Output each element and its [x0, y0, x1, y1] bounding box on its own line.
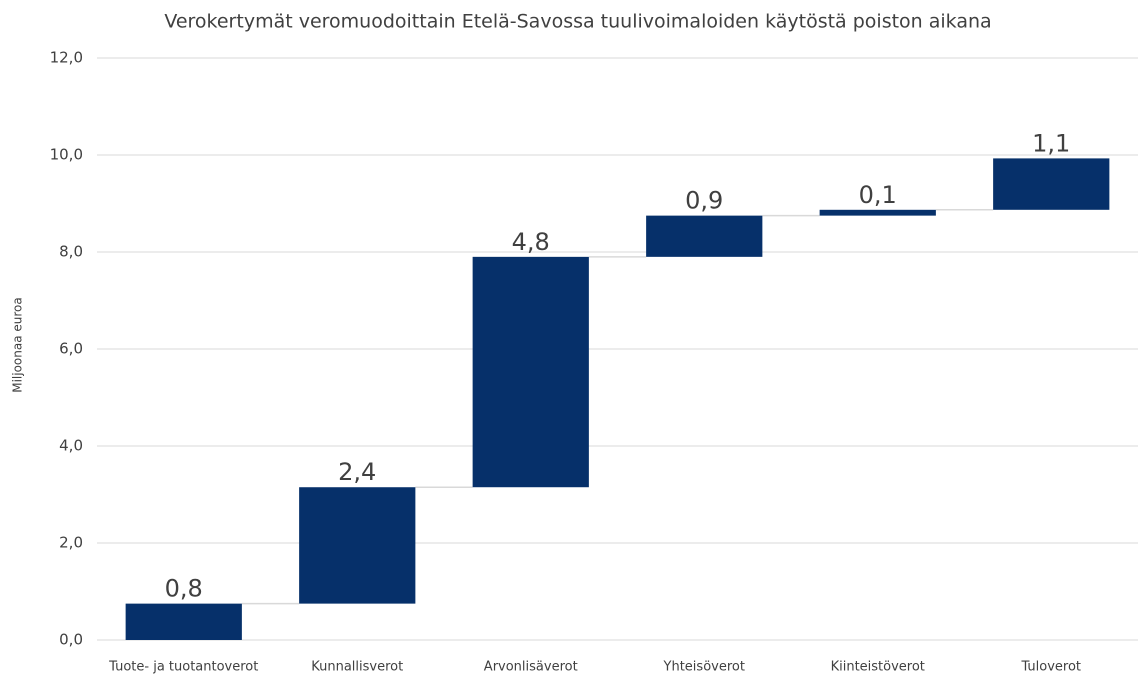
bar: [993, 158, 1110, 210]
y-tick-label: 0,0: [59, 631, 83, 649]
y-tick-label: 6,0: [59, 340, 83, 358]
x-tick-label: Tuloverot: [1020, 660, 1081, 675]
bar: [819, 209, 936, 216]
x-tick-label: Tuote- ja tuotantoverot: [108, 660, 258, 675]
data-label: 0,1: [859, 181, 897, 209]
data-label: 0,9: [685, 187, 723, 215]
y-tick-label: 8,0: [59, 243, 83, 261]
bar: [472, 256, 589, 488]
x-tick-label: Arvonlisäverot: [484, 660, 578, 675]
x-tick-label: Kiinteistöverot: [831, 660, 925, 675]
x-tick-label: Kunnallisverot: [311, 660, 403, 675]
y-tick-label: 10,0: [50, 146, 83, 164]
y-tick-label: 2,0: [59, 534, 83, 552]
y-tick-label: 4,0: [59, 437, 83, 455]
data-label: 1,1: [1032, 129, 1070, 157]
data-label: 4,8: [512, 228, 550, 256]
y-axis-label: Miljoonaa euroa: [11, 297, 25, 393]
bar: [125, 603, 242, 640]
x-tick-label: Yhteisöverot: [663, 660, 745, 675]
y-tick-label: 12,0: [50, 49, 83, 67]
bar: [299, 487, 416, 604]
data-label: 2,4: [338, 458, 376, 486]
bar: [646, 215, 763, 257]
chart-title: Verokertymät veromuodoittain Etelä-Savos…: [164, 11, 991, 33]
data-label: 0,8: [165, 575, 203, 603]
